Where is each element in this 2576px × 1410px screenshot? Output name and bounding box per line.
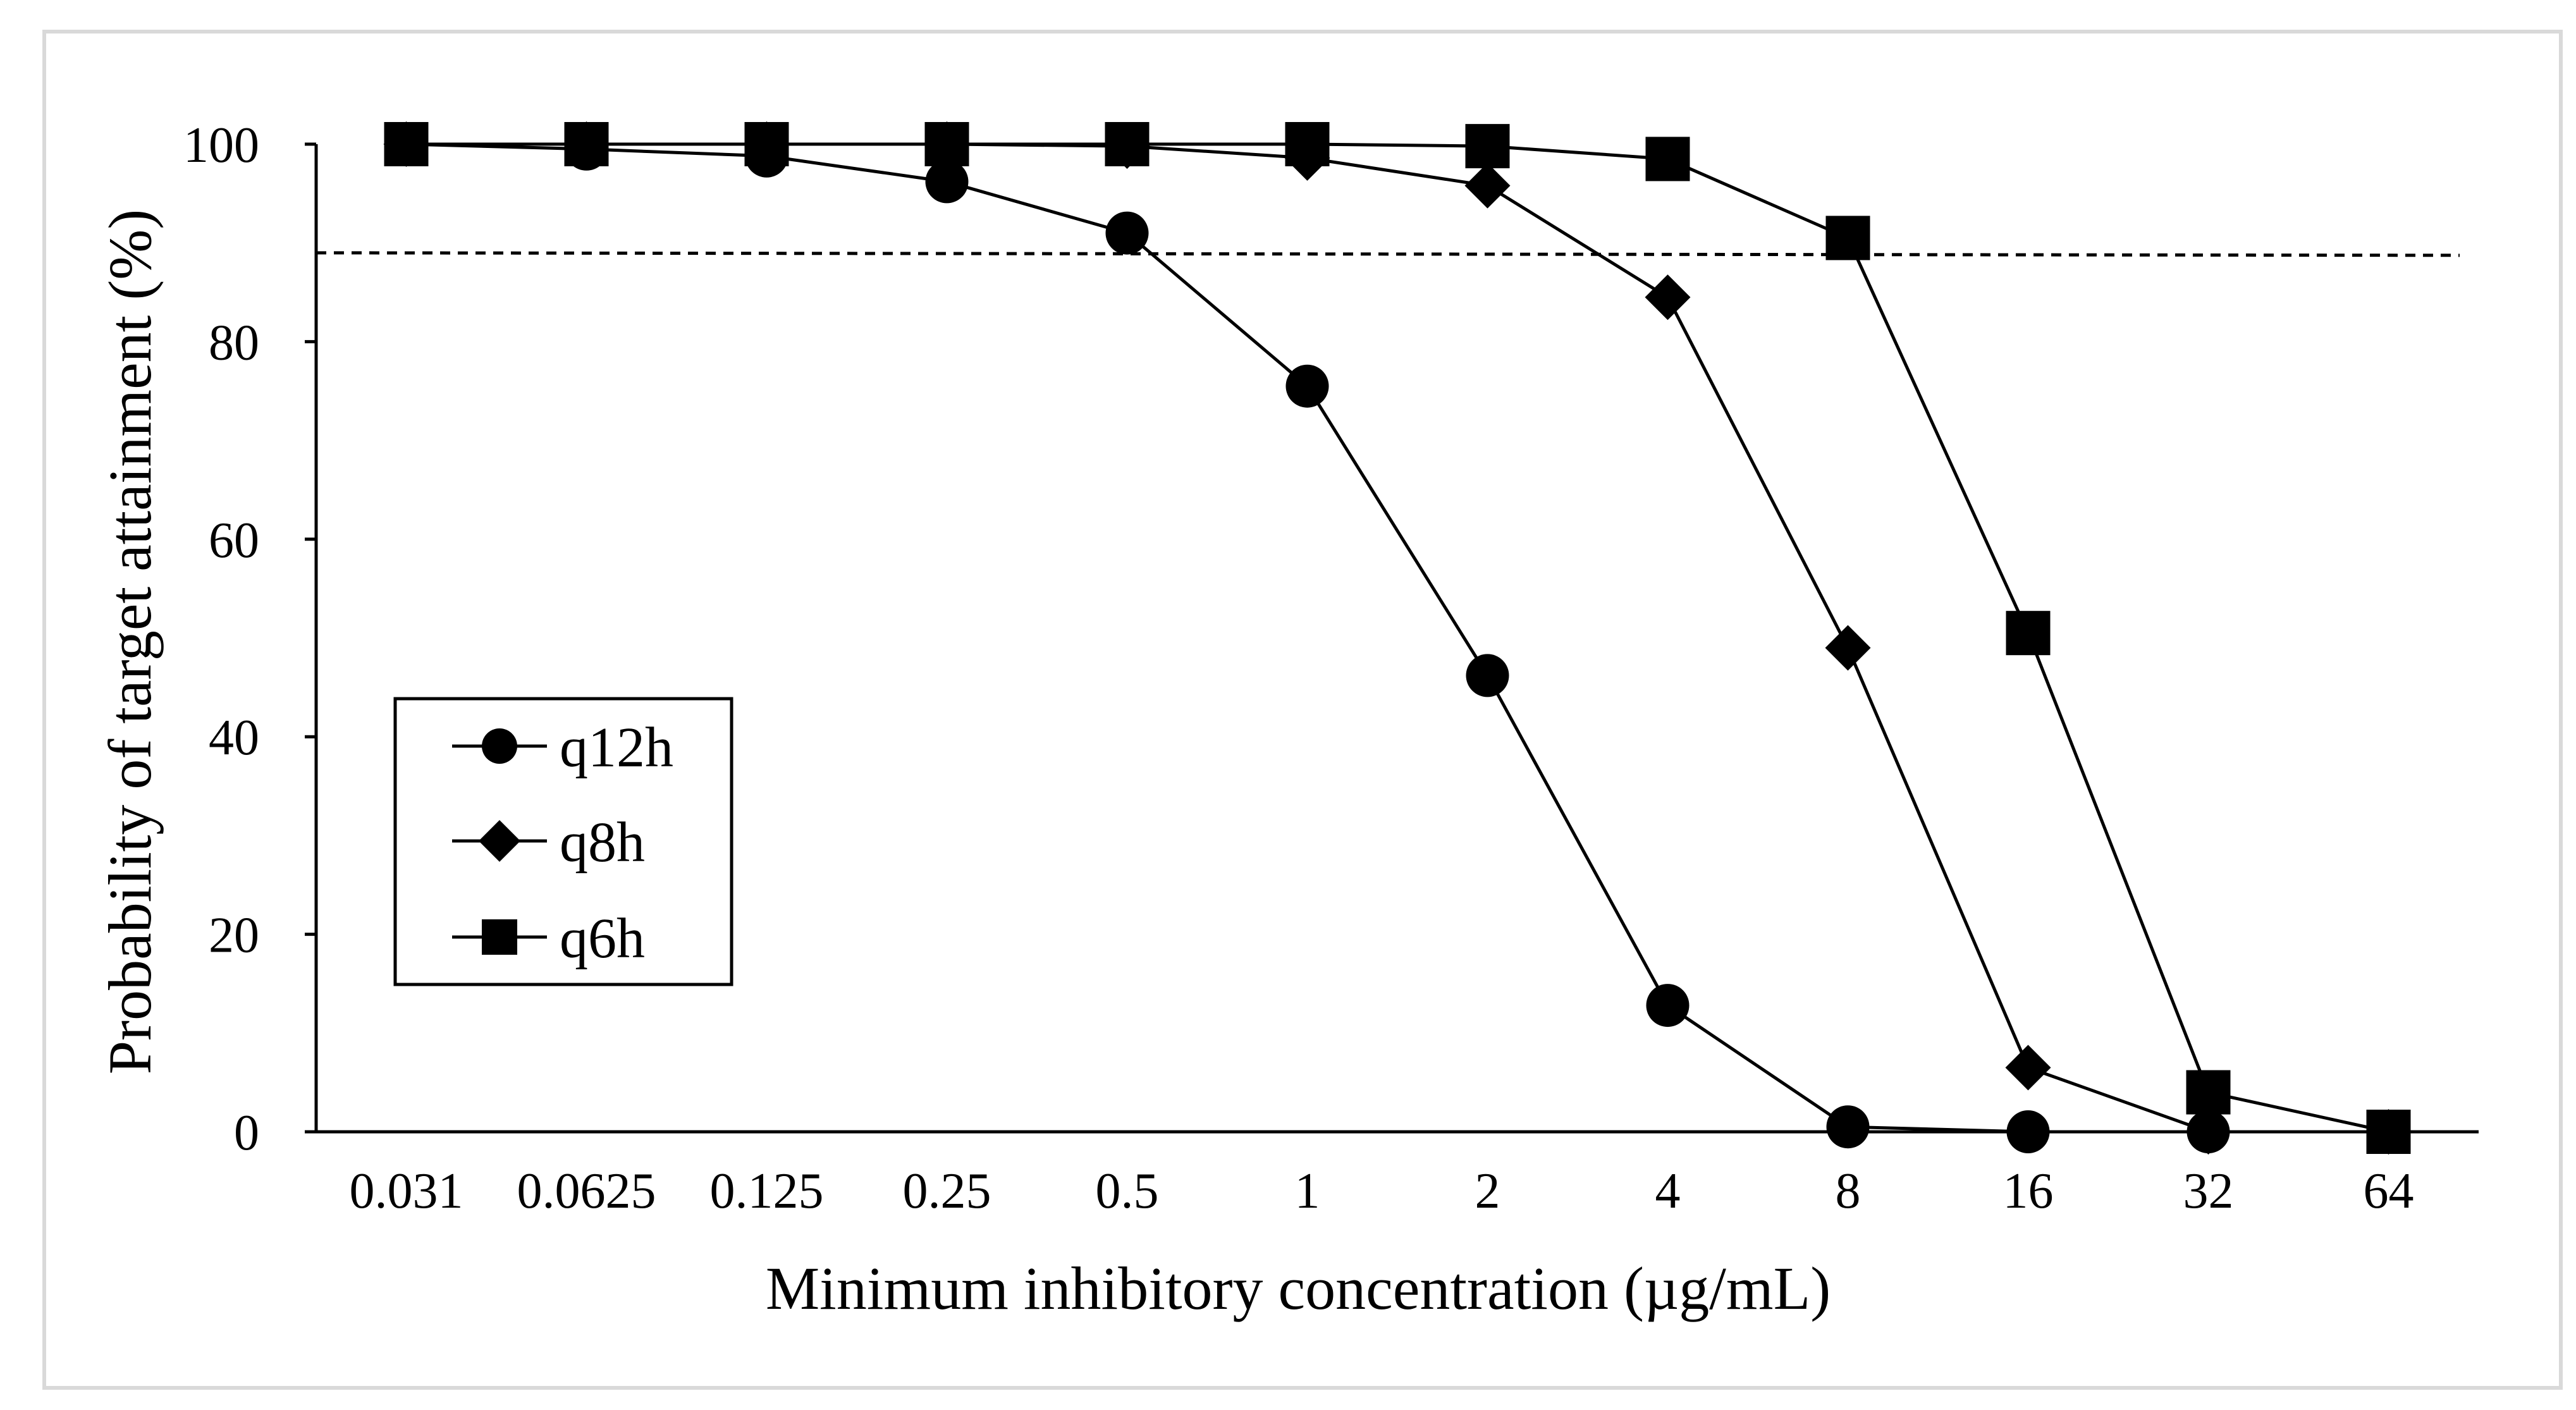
axes: 0 20 40 60 80 100 0.031 0.0625 0.125 0.25 0.5 1 2 4 8 1…: [183, 118, 2479, 1219]
x-axis-title: Minimum inhibitory concentration (µg/mL): [766, 1254, 1831, 1322]
data-point-q8h: [2185, 1109, 2231, 1155]
data-point-q12h: [1105, 211, 1149, 255]
x-tick-label: 32: [2183, 1163, 2234, 1219]
legend-marker-diamond: [479, 820, 520, 862]
x-tick-label: 0.5: [1096, 1163, 1159, 1219]
x-tick-label: 0.25: [903, 1163, 991, 1219]
data-point-q8h: [1645, 274, 1691, 321]
data-point-q6h: [1825, 216, 1870, 261]
data-point-q12h: [925, 160, 969, 204]
x-tick-label: 4: [1655, 1163, 1681, 1219]
y-tick-label: 40: [209, 710, 259, 766]
legend-marker-circle: [482, 728, 517, 764]
data-point-q12h: [1826, 1105, 1870, 1149]
y-tick-label: 100: [183, 118, 259, 173]
legend-box: [393, 697, 733, 986]
legend-label-q6h: q6h: [560, 907, 645, 970]
legend: q12h q8h q6h: [393, 697, 733, 986]
data-point-q8h: [1825, 625, 1871, 671]
x-tick-label: 8: [1836, 1163, 1861, 1219]
data-point-q6h: [744, 122, 789, 166]
reference-dashed-line: [316, 251, 2460, 257]
data-point-q12h: [1646, 984, 1690, 1027]
data-point-q6h: [564, 122, 609, 166]
x-tick-label: 16: [2003, 1163, 2054, 1219]
y-tick-label: 0: [234, 1105, 259, 1161]
legend-entry-q6h: q6h: [452, 907, 645, 970]
data-point-q6h: [1285, 122, 1330, 166]
series-line-q12h: [406, 142, 2389, 1134]
y-tick-label: 60: [209, 513, 259, 568]
data-point-q6h: [2366, 1110, 2411, 1154]
legend-marker-square: [482, 919, 517, 955]
data-point-q6h: [2006, 611, 2051, 656]
data-point-q6h: [924, 122, 969, 166]
series-group: [383, 121, 2412, 1155]
data-point-q6h: [2186, 1070, 2231, 1115]
data-point-q8h: [1464, 162, 1511, 209]
series-line-q6h: [406, 142, 2389, 1134]
series-q6h: [384, 122, 2411, 1154]
data-point-q12h: [1285, 364, 1329, 408]
y-axis-title: Probability of target attainment (%): [96, 209, 164, 1075]
data-point-q8h: [2005, 1045, 2051, 1091]
x-tick-label: 1: [1295, 1163, 1320, 1219]
y-tick-label: 80: [209, 315, 259, 371]
x-tick-label: 2: [1475, 1163, 1500, 1219]
data-point-q6h: [384, 122, 429, 166]
data-point-q12h: [2006, 1110, 2050, 1153]
legend-label-q12h: q12h: [560, 716, 673, 779]
legend-entry-q12h: q12h: [452, 716, 673, 779]
x-tick-label: 0.0625: [517, 1163, 656, 1219]
data-point-q6h: [1465, 124, 1510, 169]
data-point-q12h: [1466, 654, 1509, 697]
data-point-q6h: [1105, 122, 1150, 166]
x-tick-label: 0.125: [710, 1163, 824, 1219]
data-point-q6h: [1645, 137, 1690, 181]
x-tick-label: 0.031: [350, 1163, 463, 1219]
legend-label-q8h: q8h: [560, 811, 645, 874]
reference-line-group: [316, 251, 2460, 257]
x-tick-label: 64: [2364, 1163, 2414, 1219]
legend-entry-q8h: q8h: [452, 811, 645, 874]
y-tick-label: 20: [209, 908, 259, 964]
